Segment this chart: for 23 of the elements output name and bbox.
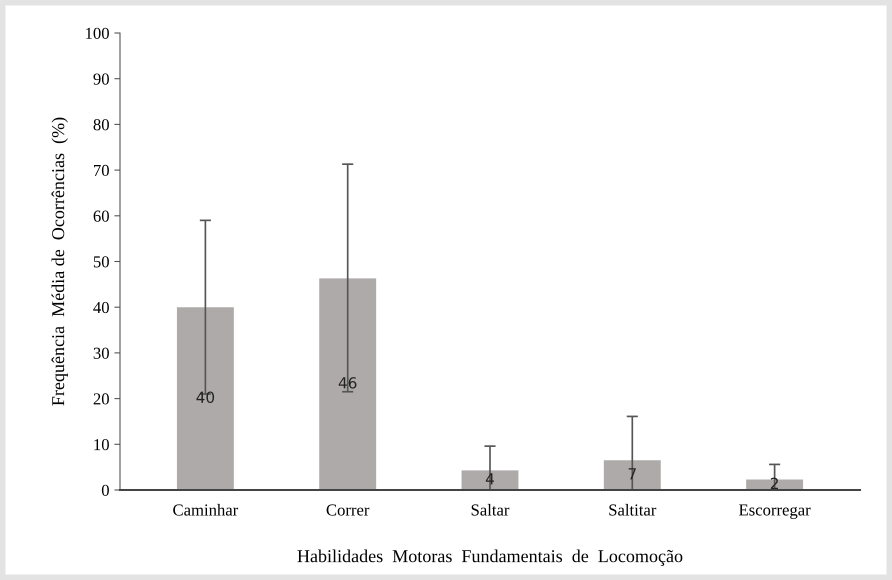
y-tick-label: 70 (94, 164, 109, 176)
y-tick-label: 30 (94, 348, 109, 359)
y-tick-label: 100 (86, 28, 109, 39)
x-axis-title: Habilidades Motoras Fundamentais de Locomoção (297, 550, 682, 566)
bar (462, 470, 518, 490)
y-tick-label: 10 (94, 439, 109, 450)
bar (319, 278, 376, 490)
y-tick-label: 20 (94, 393, 109, 405)
x-tick-label: Correr (326, 504, 370, 516)
bar (176, 307, 234, 490)
y-tick-label: 50 (94, 256, 109, 268)
y-tick-label: 80 (94, 119, 109, 130)
y-tick-label: 0 (102, 484, 109, 496)
x-tick-label: Saltar (472, 504, 510, 516)
x-tick-label: Saltitar (609, 504, 656, 516)
y-axis-title: Frequência Média de Ocorrências (%) (52, 118, 68, 406)
y-tick-label: 40 (93, 302, 109, 314)
y-tick-label: 60 (94, 210, 109, 222)
bar (604, 460, 661, 490)
data-label: 40 (196, 391, 214, 404)
x-tick-label: Escorregar (739, 504, 811, 520)
y-tick-label: 90 (93, 73, 109, 85)
x-tick-label: Caminhar (173, 504, 238, 516)
